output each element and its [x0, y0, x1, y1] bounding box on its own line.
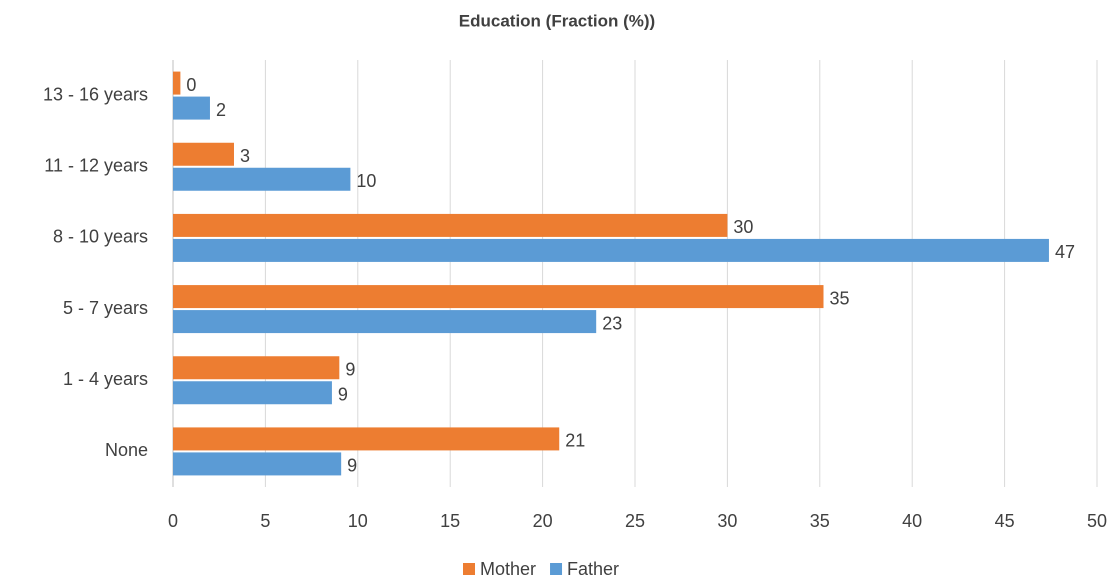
- y-tick-label: 1 - 4 years: [63, 369, 148, 389]
- x-tick-label: 10: [348, 511, 368, 531]
- x-tick-label: 0: [168, 511, 178, 531]
- bar: [173, 213, 728, 237]
- x-tick-label: 20: [533, 511, 553, 531]
- data-label: 9: [338, 385, 348, 405]
- x-tick-label: 30: [717, 511, 737, 531]
- bar: [173, 167, 351, 191]
- x-tick-label: 15: [440, 511, 460, 531]
- chart-title: Education (Fraction (%)): [459, 11, 655, 30]
- y-tick-label: 11 - 12 years: [44, 156, 148, 176]
- y-tick-label: 13 - 16 years: [43, 84, 148, 104]
- data-label: 10: [356, 171, 376, 191]
- data-label: 35: [829, 288, 849, 308]
- y-tick-label: 8 - 10 years: [53, 227, 148, 247]
- x-tick-label: 45: [995, 511, 1015, 531]
- data-label: 0: [186, 75, 196, 95]
- data-label: 9: [347, 456, 357, 476]
- data-label: 2: [216, 100, 226, 120]
- bar: [173, 427, 560, 451]
- legend-label: Mother: [480, 559, 536, 579]
- x-tick-label: 5: [260, 511, 270, 531]
- legend-swatch: [550, 563, 563, 575]
- x-tick-label: 35: [810, 511, 830, 531]
- data-label: 9: [345, 360, 355, 380]
- bar: [173, 310, 597, 334]
- bar: [173, 96, 210, 120]
- bar: [173, 238, 1049, 262]
- data-label: 21: [565, 431, 585, 451]
- data-label: 30: [733, 217, 753, 237]
- data-label: 23: [602, 313, 622, 333]
- legend-label: Father: [567, 559, 619, 579]
- legend-swatch: [463, 563, 475, 575]
- data-label: 3: [240, 146, 250, 166]
- x-tick-label: 40: [902, 511, 922, 531]
- x-tick-label: 25: [625, 511, 645, 531]
- bar: [173, 356, 340, 380]
- bar: [173, 285, 824, 309]
- data-label: 47: [1055, 242, 1075, 262]
- bar: [173, 71, 181, 95]
- bar: [173, 142, 234, 166]
- bar: [173, 452, 342, 476]
- bar: [173, 381, 332, 405]
- x-tick-label: 50: [1087, 511, 1107, 531]
- y-tick-label: 5 - 7 years: [63, 298, 148, 318]
- y-tick-label: None: [105, 440, 148, 460]
